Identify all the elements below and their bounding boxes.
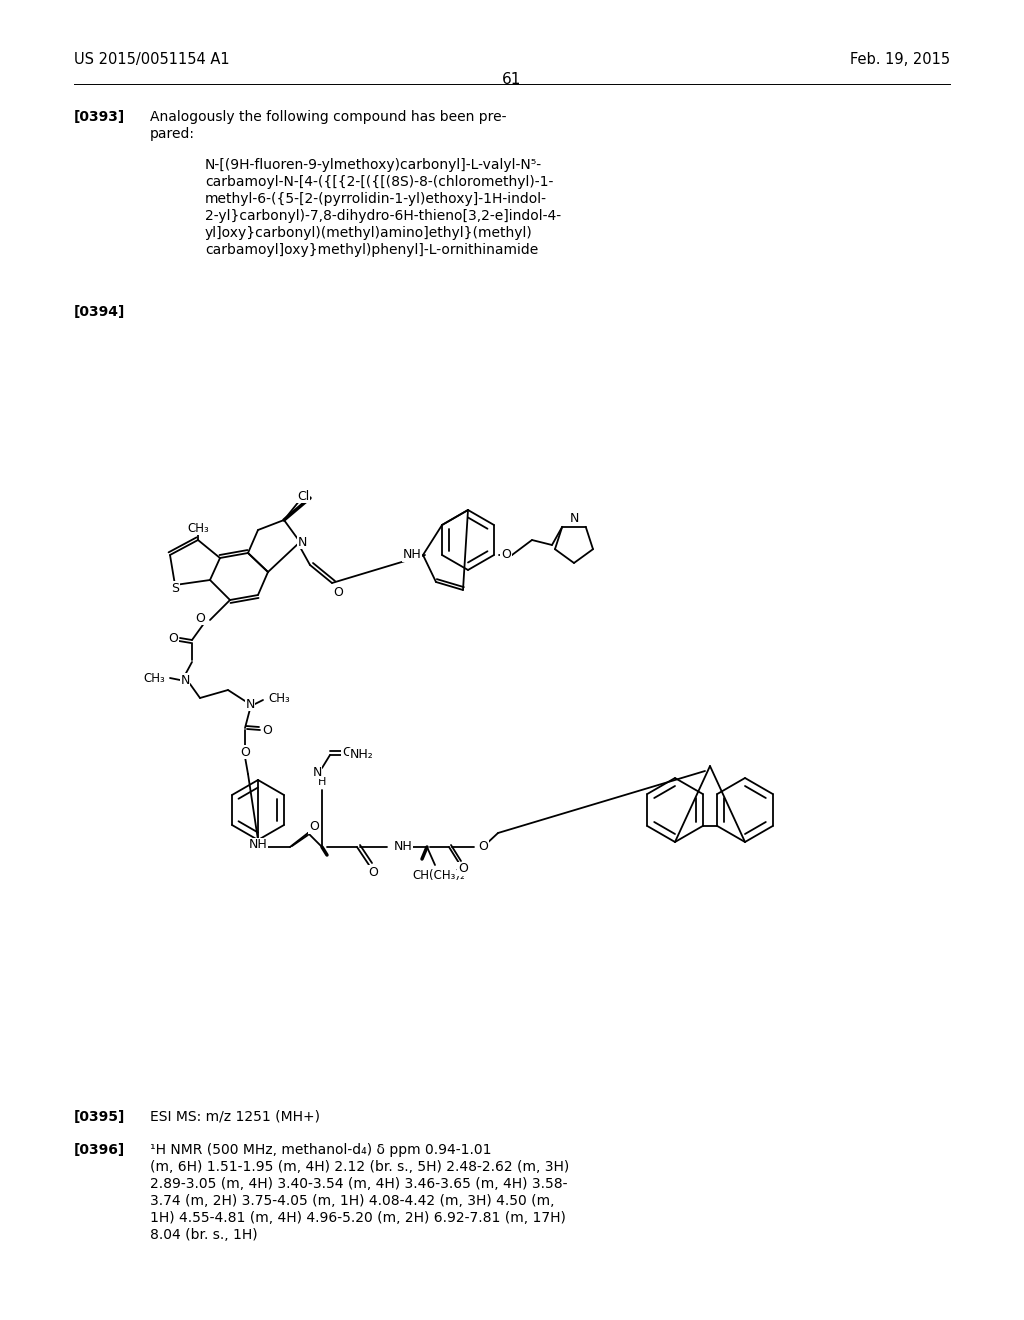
Text: Cl: Cl — [297, 490, 309, 503]
Text: H: H — [317, 777, 327, 787]
Text: O: O — [240, 746, 250, 759]
Text: [0396]: [0396] — [74, 1143, 125, 1158]
Text: CH₃: CH₃ — [187, 521, 209, 535]
Text: (m, 6H) 1.51-1.95 (m, 4H) 2.12 (br. s., 5H) 2.48-2.62 (m, 3H): (m, 6H) 1.51-1.95 (m, 4H) 2.12 (br. s., … — [150, 1160, 569, 1173]
Text: 2-yl}carbonyl)-7,8-dihydro-6H-thieno[3,2-e]indol-4-: 2-yl}carbonyl)-7,8-dihydro-6H-thieno[3,2… — [205, 209, 561, 223]
Text: NH: NH — [249, 838, 267, 851]
Text: O: O — [262, 723, 272, 737]
Text: 3.74 (m, 2H) 3.75-4.05 (m, 1H) 4.08-4.42 (m, 3H) 4.50 (m,: 3.74 (m, 2H) 3.75-4.05 (m, 1H) 4.08-4.42… — [150, 1195, 555, 1208]
Text: 1H) 4.55-4.81 (m, 4H) 4.96-5.20 (m, 2H) 6.92-7.81 (m, 17H): 1H) 4.55-4.81 (m, 4H) 4.96-5.20 (m, 2H) … — [150, 1210, 566, 1225]
Text: NH: NH — [402, 549, 421, 561]
Text: Analogously the following compound has been pre-: Analogously the following compound has b… — [150, 110, 507, 124]
Text: 2.89-3.05 (m, 4H) 3.40-3.54 (m, 4H) 3.46-3.65 (m, 4H) 3.58-: 2.89-3.05 (m, 4H) 3.40-3.54 (m, 4H) 3.46… — [150, 1177, 567, 1191]
Text: N: N — [246, 697, 255, 710]
Text: CH(CH₃)₂: CH(CH₃)₂ — [413, 869, 465, 882]
Text: N: N — [180, 673, 189, 686]
Text: O: O — [196, 611, 205, 624]
Text: O: O — [368, 866, 378, 879]
Text: O: O — [342, 746, 352, 759]
Text: O: O — [458, 862, 468, 875]
Text: S: S — [171, 582, 179, 594]
Text: 61: 61 — [503, 73, 521, 87]
Text: Feb. 19, 2015: Feb. 19, 2015 — [850, 51, 950, 67]
Text: N: N — [569, 511, 579, 524]
Text: CH₃: CH₃ — [268, 692, 290, 705]
Text: NH₂: NH₂ — [350, 748, 374, 762]
Text: N-[(9H-fluoren-9-ylmethoxy)carbonyl]-L-valyl-N⁵-: N-[(9H-fluoren-9-ylmethoxy)carbonyl]-L-v… — [205, 158, 542, 172]
Text: 8.04 (br. s., 1H): 8.04 (br. s., 1H) — [150, 1228, 258, 1242]
Text: CH₃: CH₃ — [143, 672, 165, 685]
Text: O: O — [333, 586, 343, 599]
Text: ESI MS: m/z 1251 (MH+): ESI MS: m/z 1251 (MH+) — [150, 1110, 319, 1125]
Text: N: N — [312, 766, 322, 779]
Text: pared:: pared: — [150, 127, 195, 141]
Text: US 2015/0051154 A1: US 2015/0051154 A1 — [74, 51, 229, 67]
Text: carbamoyl]oxy}methyl)phenyl]-L-ornithinamide: carbamoyl]oxy}methyl)phenyl]-L-ornithina… — [205, 243, 539, 257]
Text: O: O — [168, 631, 178, 644]
Text: ¹H NMR (500 MHz, methanol-d₄) δ ppm 0.94-1.01: ¹H NMR (500 MHz, methanol-d₄) δ ppm 0.94… — [150, 1143, 492, 1158]
Text: methyl-6-({5-[2-(pyrrolidin-1-yl)ethoxy]-1H-indol-: methyl-6-({5-[2-(pyrrolidin-1-yl)ethoxy]… — [205, 191, 547, 206]
Text: O: O — [478, 841, 487, 854]
Text: N: N — [297, 536, 306, 549]
Text: O: O — [309, 821, 318, 833]
Text: O: O — [501, 549, 511, 561]
Text: [0394]: [0394] — [74, 305, 125, 319]
Text: [0395]: [0395] — [74, 1110, 125, 1125]
Text: [0393]: [0393] — [74, 110, 125, 124]
Text: carbamoyl-N-[4-({[{2-[({[(8S)-8-(chloromethyl)-1-: carbamoyl-N-[4-({[{2-[({[(8S)-8-(chlorom… — [205, 176, 553, 189]
Text: NH: NH — [394, 841, 413, 854]
Text: yl]oxy}carbonyl)(methyl)amino]ethyl}(methyl): yl]oxy}carbonyl)(methyl)amino]ethyl}(met… — [205, 226, 532, 240]
